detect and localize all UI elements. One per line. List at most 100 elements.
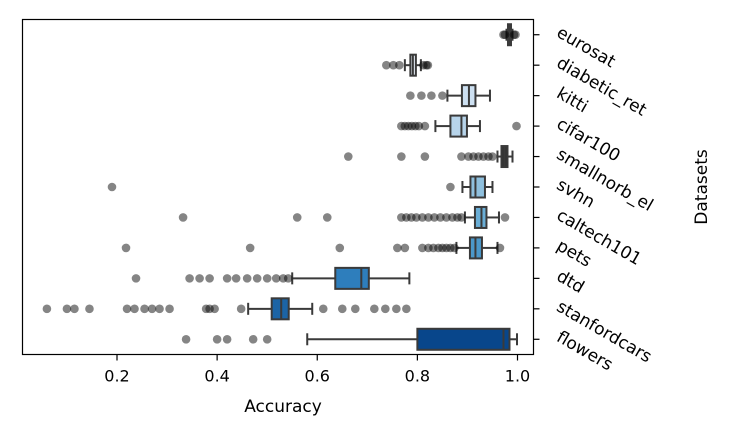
flier-point [292, 213, 302, 222]
flier-point [430, 213, 439, 222]
flier-point [62, 304, 72, 314]
flier-point [424, 213, 433, 222]
flier-point [181, 334, 191, 344]
flier-point [474, 152, 483, 161]
flier-point [429, 243, 438, 253]
flier-point [147, 304, 157, 314]
flier-point [271, 274, 281, 283]
flier-point [446, 182, 455, 192]
box-stanfordcars [42, 297, 411, 321]
flier-point [395, 60, 404, 70]
flier-point [397, 152, 406, 161]
flier-point [442, 243, 451, 253]
flier-point [248, 334, 258, 344]
flier-point [412, 213, 421, 222]
box-svhn [107, 175, 494, 199]
flier-point [201, 304, 211, 314]
flier-point [457, 213, 466, 222]
x-axis: 0.2 0.4 0.6 0.8 1.0 [104, 354, 530, 386]
flier-point [389, 60, 398, 70]
box-eurosat [499, 23, 520, 47]
plot-layer [42, 23, 521, 351]
flier-point [140, 304, 149, 314]
flier-point [107, 182, 117, 192]
flier-point [397, 121, 406, 131]
flier-point [283, 274, 293, 283]
flier-point [407, 213, 416, 222]
flier-point [262, 334, 272, 344]
flier-point [165, 304, 174, 314]
x-tick-label: 0.4 [204, 367, 229, 386]
flier-point [446, 243, 455, 253]
flier-point [418, 213, 427, 222]
flier-point [392, 304, 401, 314]
flier-point [397, 213, 406, 222]
y-axis-label: Datasets [692, 149, 712, 225]
flier-point [484, 152, 493, 161]
flier-point [337, 304, 347, 314]
y-axis: eurosatdiabetic_retkitticifar100smallnor… [533, 23, 656, 375]
flier-point [343, 152, 353, 161]
flier-point [212, 334, 222, 344]
flier-point [479, 152, 488, 161]
flier-point [414, 121, 424, 131]
box-iqr [469, 175, 486, 199]
x-tick-label: 0.6 [305, 367, 330, 386]
flier-point [422, 60, 431, 70]
flier-point [457, 152, 466, 161]
box-cifar100 [397, 114, 521, 138]
flier-point [469, 152, 478, 161]
box-caltech101 [178, 205, 510, 229]
flier-point [418, 243, 427, 253]
flier-point [419, 60, 428, 70]
flier-point [245, 243, 255, 253]
flier-point [231, 274, 241, 283]
flier-point [438, 91, 447, 100]
y-tick-label-dtd: dtd [553, 266, 587, 297]
flier-point [350, 304, 360, 314]
flier-point [424, 243, 433, 253]
box-iqr [416, 327, 511, 351]
box-dtd [131, 266, 411, 290]
flier-point [335, 243, 345, 253]
flier-point [420, 121, 430, 131]
box-flowers [181, 327, 518, 351]
flier-point [511, 30, 520, 40]
flier-point [407, 121, 417, 131]
box-kitti [406, 84, 491, 108]
flier-point [42, 304, 52, 314]
flier-point [402, 213, 411, 222]
flier-point [370, 304, 379, 314]
box-pets [121, 236, 505, 260]
flier-point [500, 213, 510, 222]
flier-point [406, 91, 415, 100]
box-iqr [334, 266, 370, 290]
flier-point [400, 121, 410, 131]
x-tick-label: 0.2 [104, 367, 129, 386]
flier-point [205, 304, 214, 314]
flier-point [417, 91, 426, 100]
box-smallnorb_el [343, 145, 514, 169]
flier-point [512, 121, 521, 131]
flier-point [242, 274, 252, 283]
flier-point [155, 304, 164, 314]
flier-point [434, 243, 443, 253]
flier-point [222, 334, 232, 344]
flier-point [423, 60, 433, 70]
flier-point [382, 60, 391, 70]
flier-point [404, 121, 413, 131]
flier-point [448, 213, 457, 222]
box-iqr [449, 114, 468, 138]
flier-point [464, 152, 473, 161]
flier-point [509, 30, 519, 40]
flier-point [262, 274, 272, 283]
flier-point [121, 243, 131, 253]
flier-point [130, 304, 139, 314]
flier-point [278, 274, 288, 283]
flier-point [222, 274, 232, 283]
flier-point [420, 152, 430, 161]
flier-point [427, 91, 436, 100]
flier-point [85, 304, 94, 314]
flier-point [236, 304, 246, 314]
